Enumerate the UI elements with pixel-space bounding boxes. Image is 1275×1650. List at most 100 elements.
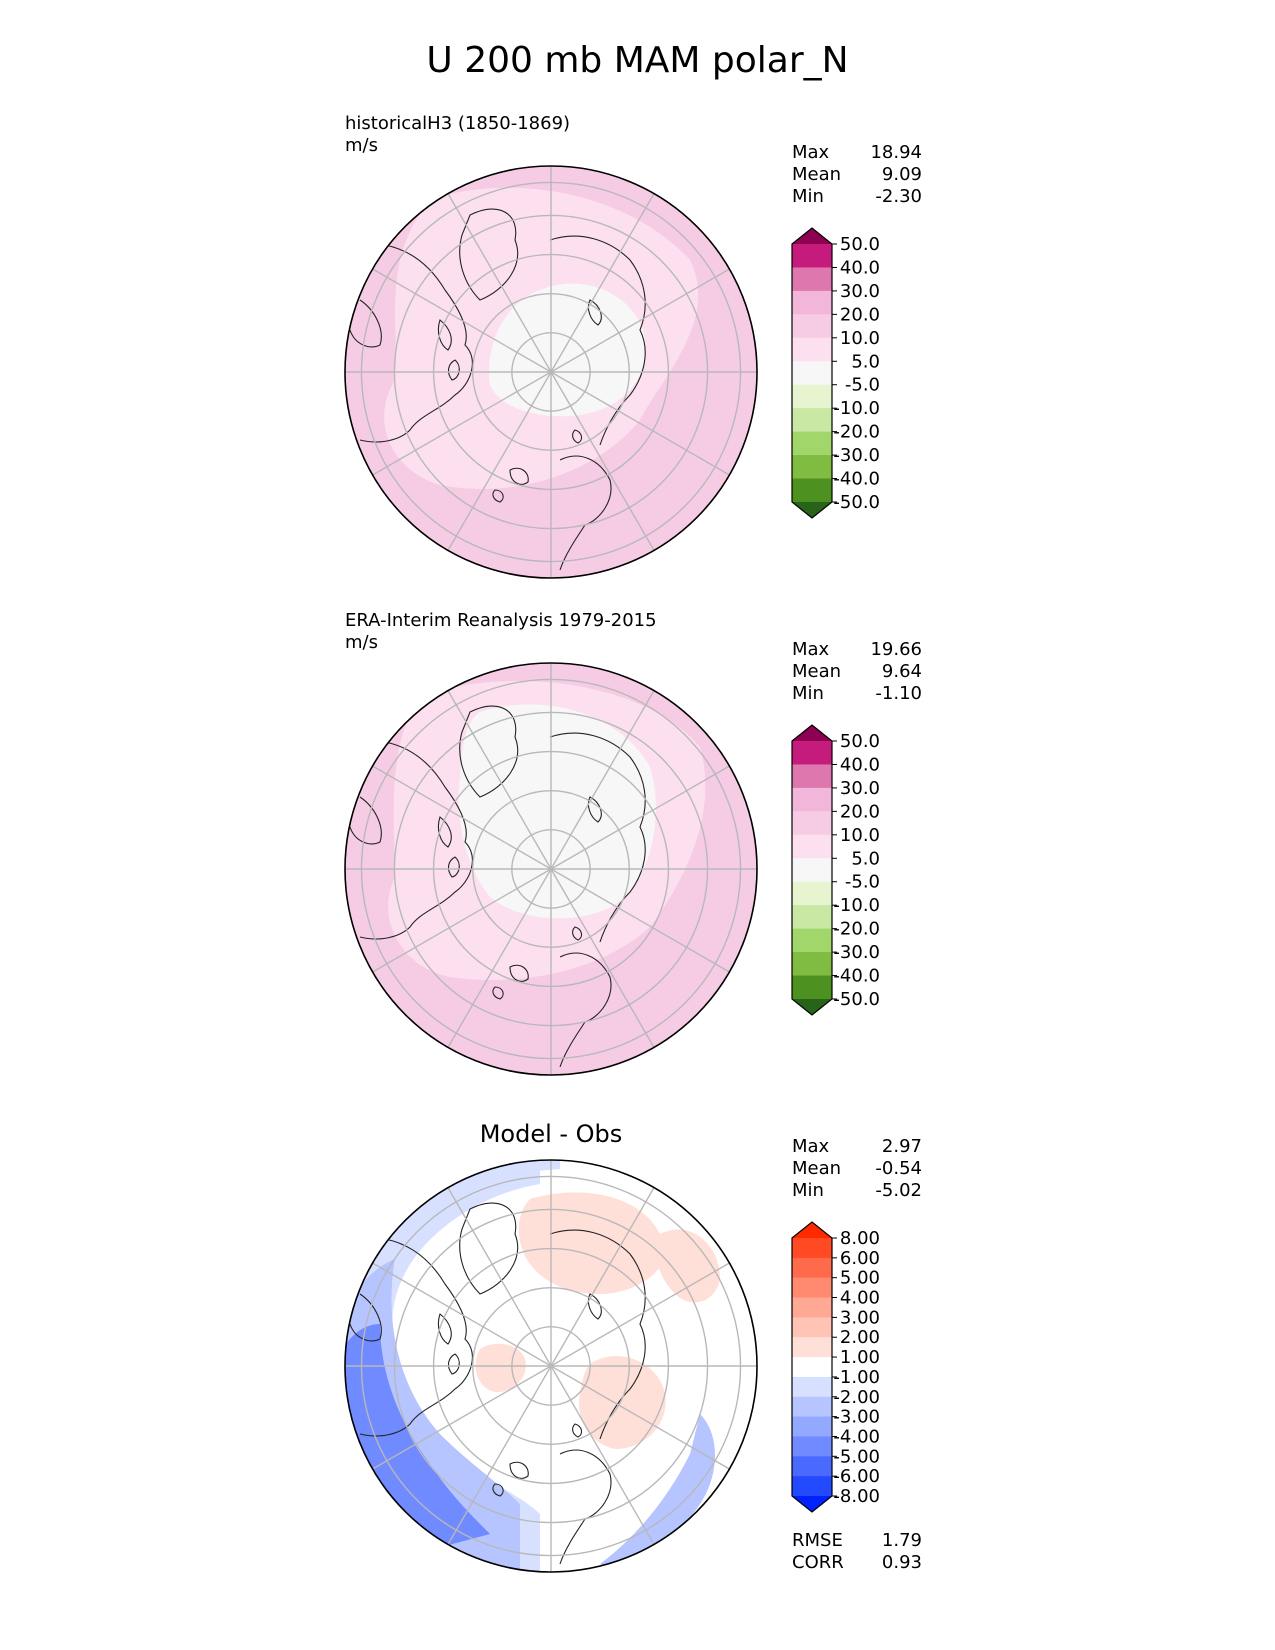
stat-row-max: Max 19.66 (792, 639, 922, 661)
colorbar-tick-label: 40.0 (840, 257, 880, 278)
stat-row-mean: Mean 9.64 (792, 661, 922, 683)
stat-row-min: Min -1.10 (792, 683, 922, 705)
coastline (572, 1423, 583, 1438)
stat-label: Max (792, 639, 830, 660)
colorbar-tick-label: 3.00 (840, 1307, 880, 1328)
metric-label: RMSE (792, 1530, 843, 1551)
colorbar-segment (792, 1277, 832, 1299)
panel-units: m/s (345, 632, 378, 653)
colorbar-segment (792, 361, 832, 386)
stat-value: -5.02 (875, 1180, 922, 1201)
colorbar-tick-label: -50.0 (833, 989, 880, 1010)
colorbar-segment (792, 408, 832, 433)
colorbar-extend-max (792, 1222, 832, 1238)
coastline (359, 741, 473, 940)
colorbar-segment (792, 881, 832, 906)
stat-value: 19.66 (870, 639, 922, 660)
colorbar-segment (792, 787, 832, 812)
coastline (447, 1353, 460, 1375)
meridian-line (447, 193, 655, 551)
diff-title: Model - Obs (479, 1120, 623, 1148)
colorbar: 50.040.0 30.020.0 10.05.0 -5.0-10.0 -20.0-30… (791, 227, 880, 519)
stat-label: Mean (792, 164, 842, 185)
field-layer (345, 166, 757, 578)
colorbar-tick-label: -30.0 (833, 942, 880, 963)
colorbar-tick-label: 10.0 (840, 825, 880, 846)
colorbar-tick-label: 40.0 (840, 754, 880, 775)
stat-value: -2.30 (875, 186, 922, 207)
colorbar-tick-label: 2.00 (840, 1327, 880, 1348)
colorbar-segment (792, 811, 832, 836)
colorbar-segment (792, 1476, 832, 1497)
stat-label: Min (792, 683, 824, 704)
colorbar-segment (792, 478, 832, 503)
coastline (447, 856, 460, 878)
panel-units: m/s (345, 135, 378, 156)
field-contour (458, 704, 656, 919)
metrics-box: RMSE 1.79 CORR 0.93 (792, 1530, 922, 1574)
field-contour (655, 1229, 720, 1303)
colorbar-segment (792, 1436, 832, 1457)
colorbar-segment (792, 244, 832, 268)
colorbar-tick-label: -5.0 (845, 872, 880, 893)
map-boundary (344, 165, 758, 579)
colorbar-segment (792, 290, 832, 315)
coastline (559, 455, 612, 571)
colorbar-segment (792, 431, 832, 456)
colorbar-tick-label: 10.0 (840, 328, 880, 349)
stat-row-max: Max 18.94 (792, 142, 922, 164)
colorbar: 8.006.005.004.003.002.001.00-1.00-2.00-3… (791, 1221, 880, 1513)
colorbar-segment (792, 455, 832, 480)
coastline (509, 467, 529, 485)
colorbar-segment (792, 384, 832, 409)
colorbar-tick-label: 20.0 (840, 304, 880, 325)
graticule (345, 1160, 757, 1572)
figure-title: U 200 mb MAM polar_N (426, 40, 849, 81)
coastline (359, 244, 473, 443)
colorbar-tick-label: -50.0 (833, 492, 880, 513)
metric-value: 0.93 (881, 1552, 922, 1573)
panel-subtitle-text: historicalH3 (1850-1869) (345, 113, 571, 134)
coastline (559, 1449, 612, 1565)
colorbar-segment (792, 1238, 832, 1259)
colorbar-tick-label: 6.00 (840, 1248, 880, 1269)
colorbar-tick-label: 30.0 (840, 281, 880, 302)
graticule (345, 166, 757, 578)
colorbar-extend-min (792, 999, 832, 1015)
colorbar-extend-max (792, 725, 832, 741)
colorbar-tick-label: -4.00 (833, 1426, 880, 1447)
metric-value: 1.79 (881, 1530, 922, 1551)
stat-value: -1.10 (875, 683, 922, 704)
coastline (509, 964, 529, 982)
colorbar-tick-label: -3.00 (833, 1407, 880, 1428)
colorbar-segment (792, 337, 832, 362)
field-layer (345, 1160, 757, 1572)
stat-label: Min (792, 1180, 824, 1201)
colorbar-extend-max (792, 228, 832, 244)
stats-box: Max 2.97 Mean -0.54 Min -5.02 (792, 1136, 922, 1202)
meridian-line (447, 690, 655, 1048)
stat-label: Max (792, 142, 830, 163)
field-layer (345, 663, 757, 1075)
coastline (459, 705, 519, 798)
colorbar-segment (792, 764, 832, 789)
panel-subtitle-text: ERA-Interim Reanalysis 1979-2015 (345, 610, 657, 631)
coastline (492, 986, 504, 1000)
stat-label: Min (792, 186, 824, 207)
map-boundary (344, 1159, 758, 1573)
colorbar-segment (792, 1317, 832, 1338)
colorbar-segment (792, 1416, 832, 1437)
coastline (359, 1238, 473, 1437)
coastlines (349, 705, 646, 1068)
stat-value: -0.54 (875, 1158, 922, 1179)
colorbar-segment (792, 267, 832, 292)
colorbar-segment (792, 952, 832, 977)
field-contour (518, 1192, 666, 1294)
colorbar-tick-label: -30.0 (833, 445, 880, 466)
colorbar: 50.040.0 30.020.0 10.05.0 -5.0-10.0 -20.0-30… (791, 724, 880, 1016)
stat-row-min: Min -5.02 (792, 1180, 922, 1202)
colorbar-tick-label: -20.0 (833, 919, 880, 940)
polar-map-diff: 8.006.005.004.003.002.001.00-1.00-2.00-3… (344, 1159, 880, 1573)
colorbar-segment (792, 1396, 832, 1418)
coastline (437, 1313, 452, 1345)
